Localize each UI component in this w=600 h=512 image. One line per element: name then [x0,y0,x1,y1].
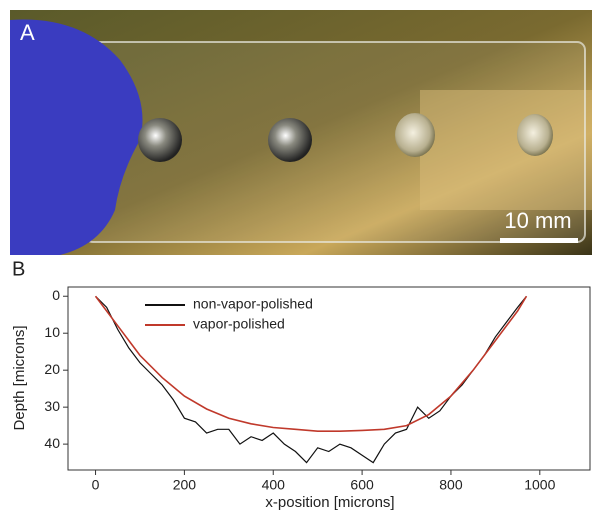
y-axis-title: Depth [microns] [11,325,28,430]
y-tick-label: 20 [44,361,60,377]
top-strip [0,0,600,10]
legend-label: non-vapor-polished [193,296,313,312]
droplet [395,113,435,157]
legend-label: vapor-polished [193,316,285,332]
x-tick-label: 200 [173,477,197,493]
x-tick-label: 1000 [524,477,555,493]
x-tick-label: 600 [350,477,374,493]
panel-label: A [20,20,35,45]
x-axis-title: x-position [microns] [265,494,394,511]
panel-label: B [12,258,25,280]
scale-bar-label: 10 mm [504,208,571,233]
droplet [517,114,553,156]
x-tick-label: 800 [439,477,463,493]
data-line [96,296,527,462]
y-tick-label: 10 [44,324,60,340]
scale-bar [500,238,578,243]
y-tick-label: 0 [52,287,60,303]
x-tick-label: 400 [262,477,286,493]
droplet [268,118,312,162]
y-tick-label: 40 [44,435,60,451]
y-tick-label: 30 [44,398,60,414]
data-line [96,296,527,431]
page: {"panel_a": {"label": "A", "scale_bar": … [0,0,600,512]
x-tick-label: 0 [92,477,100,493]
droplet [138,118,182,162]
figure: A 10 mm B x-position [microns] Depth [mi… [0,0,600,512]
